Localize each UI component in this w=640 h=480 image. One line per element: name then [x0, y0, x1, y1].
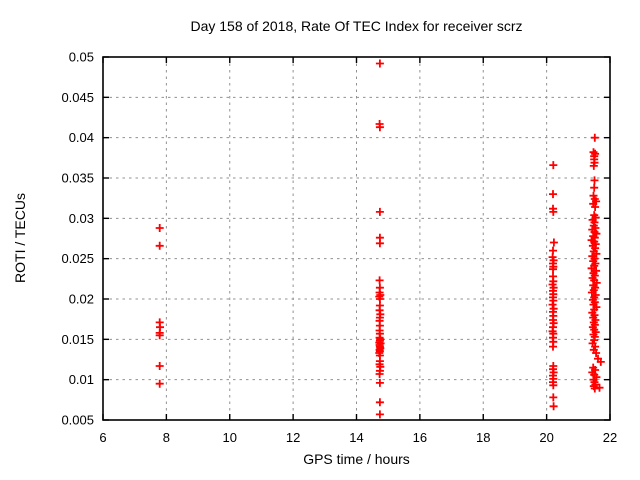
data-point-marker	[549, 381, 558, 390]
y-tick-label: 0.02	[69, 292, 94, 307]
x-tick-label: 18	[476, 430, 490, 445]
data-point-marker	[589, 161, 598, 170]
data-point-marker	[375, 59, 384, 68]
data-point-marker	[590, 384, 599, 393]
data-point-marker	[375, 370, 384, 378]
data-point-marker	[592, 249, 601, 258]
data-point-marker	[590, 183, 599, 192]
x-tick-label: 16	[413, 430, 427, 445]
data-point-marker	[596, 357, 605, 366]
y-tick-label: 0.035	[61, 171, 94, 186]
data-point-marker	[549, 190, 557, 199]
data-point-marker	[375, 123, 384, 132]
data-point-marker	[591, 203, 600, 211]
data-point-marker	[590, 133, 599, 142]
data-point-marker	[375, 378, 384, 387]
x-tick-label: 12	[286, 430, 300, 445]
x-tick-label: 22	[603, 430, 617, 445]
data-point-marker	[549, 238, 558, 247]
data-point-marker	[375, 398, 384, 407]
data-point-marker	[155, 224, 164, 232]
data-point-marker	[155, 379, 164, 388]
x-tick-label: 14	[349, 430, 363, 445]
data-point-marker	[375, 410, 384, 419]
x-tick-label: 20	[539, 430, 553, 445]
data-point-marker	[587, 264, 596, 273]
y-tick-label: 0.04	[69, 130, 94, 145]
chart-title: Day 158 of 2018, Rate Of TEC Index for r…	[190, 18, 523, 34]
x-tick-label: 6	[99, 430, 106, 445]
data-point-marker	[549, 402, 558, 411]
data-point-marker	[155, 331, 164, 340]
data-point-marker	[589, 232, 598, 241]
data-point-marker	[549, 393, 558, 402]
y-tick-label: 0.005	[61, 413, 94, 428]
y-tick-label: 0.015	[61, 332, 94, 347]
y-tick-label: 0.025	[61, 251, 94, 266]
data-point-marker	[549, 207, 558, 216]
data-point-marker	[549, 265, 557, 274]
data-point-marker	[155, 241, 164, 250]
y-tick-label: 0.045	[61, 90, 94, 105]
data-point-marker	[375, 207, 384, 216]
data-point-marker	[548, 300, 557, 309]
plot-border	[102, 56, 611, 421]
data-point-marker	[590, 176, 599, 185]
x-tick-label: 8	[163, 430, 170, 445]
y-tick-label: 0.05	[69, 50, 94, 65]
y-tick-label: 0.01	[69, 372, 94, 387]
data-point-marker	[375, 276, 384, 285]
data-point-marker	[592, 349, 601, 357]
data-point-marker	[549, 161, 558, 170]
x-tick-label: 10	[223, 430, 237, 445]
data-point-marker	[155, 362, 164, 370]
y-tick-label: 0.03	[69, 211, 94, 226]
data-point-marker	[375, 239, 384, 248]
x-axis-label: GPS time / hours	[303, 451, 410, 467]
data-point-marker	[549, 342, 557, 351]
